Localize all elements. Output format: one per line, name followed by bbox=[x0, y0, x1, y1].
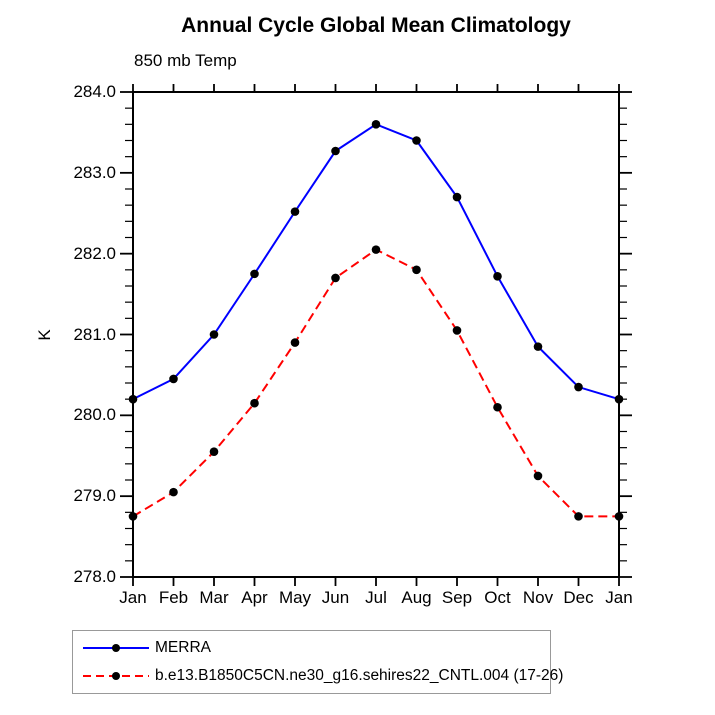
legend-box: MERRA b.e13.B1850C5CN.ne30_g16.sehires22… bbox=[72, 630, 563, 694]
x-tick-label: Apr bbox=[241, 588, 268, 607]
legend-swatch-model-line bbox=[83, 671, 149, 680]
legend-swatch-merra-line bbox=[83, 644, 149, 653]
chart-subtitle: 850 mb Temp bbox=[134, 51, 237, 70]
x-tick-label: Jun bbox=[321, 588, 350, 607]
legend-label-merra: MERRA bbox=[155, 639, 211, 657]
y-tick-label: 283.0 bbox=[73, 162, 116, 182]
chart-title: Annual Cycle Global Mean Climatology bbox=[181, 14, 571, 37]
x-tick-label: Aug bbox=[401, 588, 432, 607]
legend-label-model: b.e13.B1850C5CN.ne30_g16.sehires22_CNTL.… bbox=[155, 666, 564, 684]
x-tick-label: Mar bbox=[199, 588, 229, 607]
x-tick-label: Nov bbox=[522, 588, 554, 607]
x-tick-label: Jan bbox=[119, 588, 147, 607]
y-tick-label: 284.0 bbox=[73, 82, 116, 101]
y-tick-label: 278.0 bbox=[73, 567, 116, 586]
x-tick-label: Jul bbox=[365, 588, 387, 607]
x-tick-label: Dec bbox=[563, 588, 594, 607]
x-tick-label: Oct bbox=[484, 588, 511, 607]
y-tick-label: 280.0 bbox=[73, 405, 116, 425]
x-tick-label: May bbox=[278, 588, 312, 607]
y-tick-label: 281.0 bbox=[73, 324, 116, 344]
x-tick-label: Jan bbox=[605, 588, 633, 607]
legend-item-merra: MERRA bbox=[81, 638, 550, 658]
plot-area bbox=[120, 84, 632, 586]
x-tick-label: Sep bbox=[441, 588, 473, 607]
x-tick-label: Feb bbox=[158, 588, 189, 607]
y-tick-label: 279.0 bbox=[73, 486, 116, 506]
y-tick-label: 282.0 bbox=[73, 243, 116, 263]
legend-item-model: b.e13.B1850C5CN.ne30_g16.sehires22_CNTL.… bbox=[81, 666, 563, 686]
